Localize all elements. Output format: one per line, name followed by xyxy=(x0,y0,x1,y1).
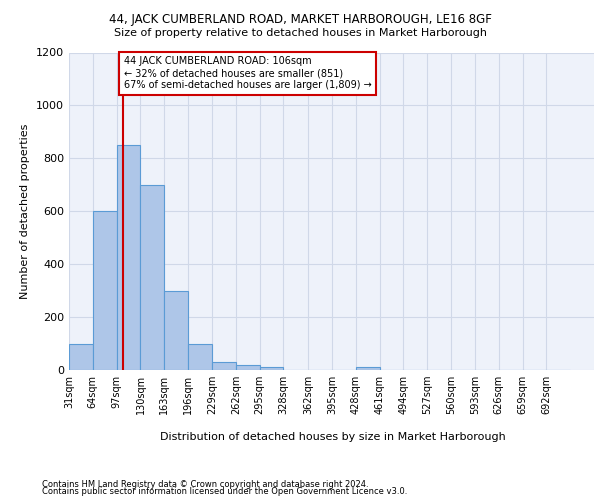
Bar xyxy=(69,344,93,370)
Text: 44, JACK CUMBERLAND ROAD, MARKET HARBOROUGH, LE16 8GF: 44, JACK CUMBERLAND ROAD, MARKET HARBORO… xyxy=(109,12,491,26)
Text: Contains HM Land Registry data © Crown copyright and database right 2024.: Contains HM Land Registry data © Crown c… xyxy=(42,480,368,489)
Y-axis label: Number of detached properties: Number of detached properties xyxy=(20,124,31,299)
Bar xyxy=(188,344,212,370)
Bar xyxy=(140,185,164,370)
Text: 44 JACK CUMBERLAND ROAD: 106sqm
← 32% of detached houses are smaller (851)
67% o: 44 JACK CUMBERLAND ROAD: 106sqm ← 32% of… xyxy=(124,56,371,90)
Bar xyxy=(116,145,140,370)
Bar xyxy=(93,211,116,370)
Bar xyxy=(164,290,188,370)
Text: Contains public sector information licensed under the Open Government Licence v3: Contains public sector information licen… xyxy=(42,487,407,496)
Text: Size of property relative to detached houses in Market Harborough: Size of property relative to detached ho… xyxy=(113,28,487,38)
Bar xyxy=(260,368,283,370)
Bar xyxy=(356,368,380,370)
Bar xyxy=(236,364,260,370)
Bar xyxy=(212,362,236,370)
Text: Distribution of detached houses by size in Market Harborough: Distribution of detached houses by size … xyxy=(160,432,506,442)
